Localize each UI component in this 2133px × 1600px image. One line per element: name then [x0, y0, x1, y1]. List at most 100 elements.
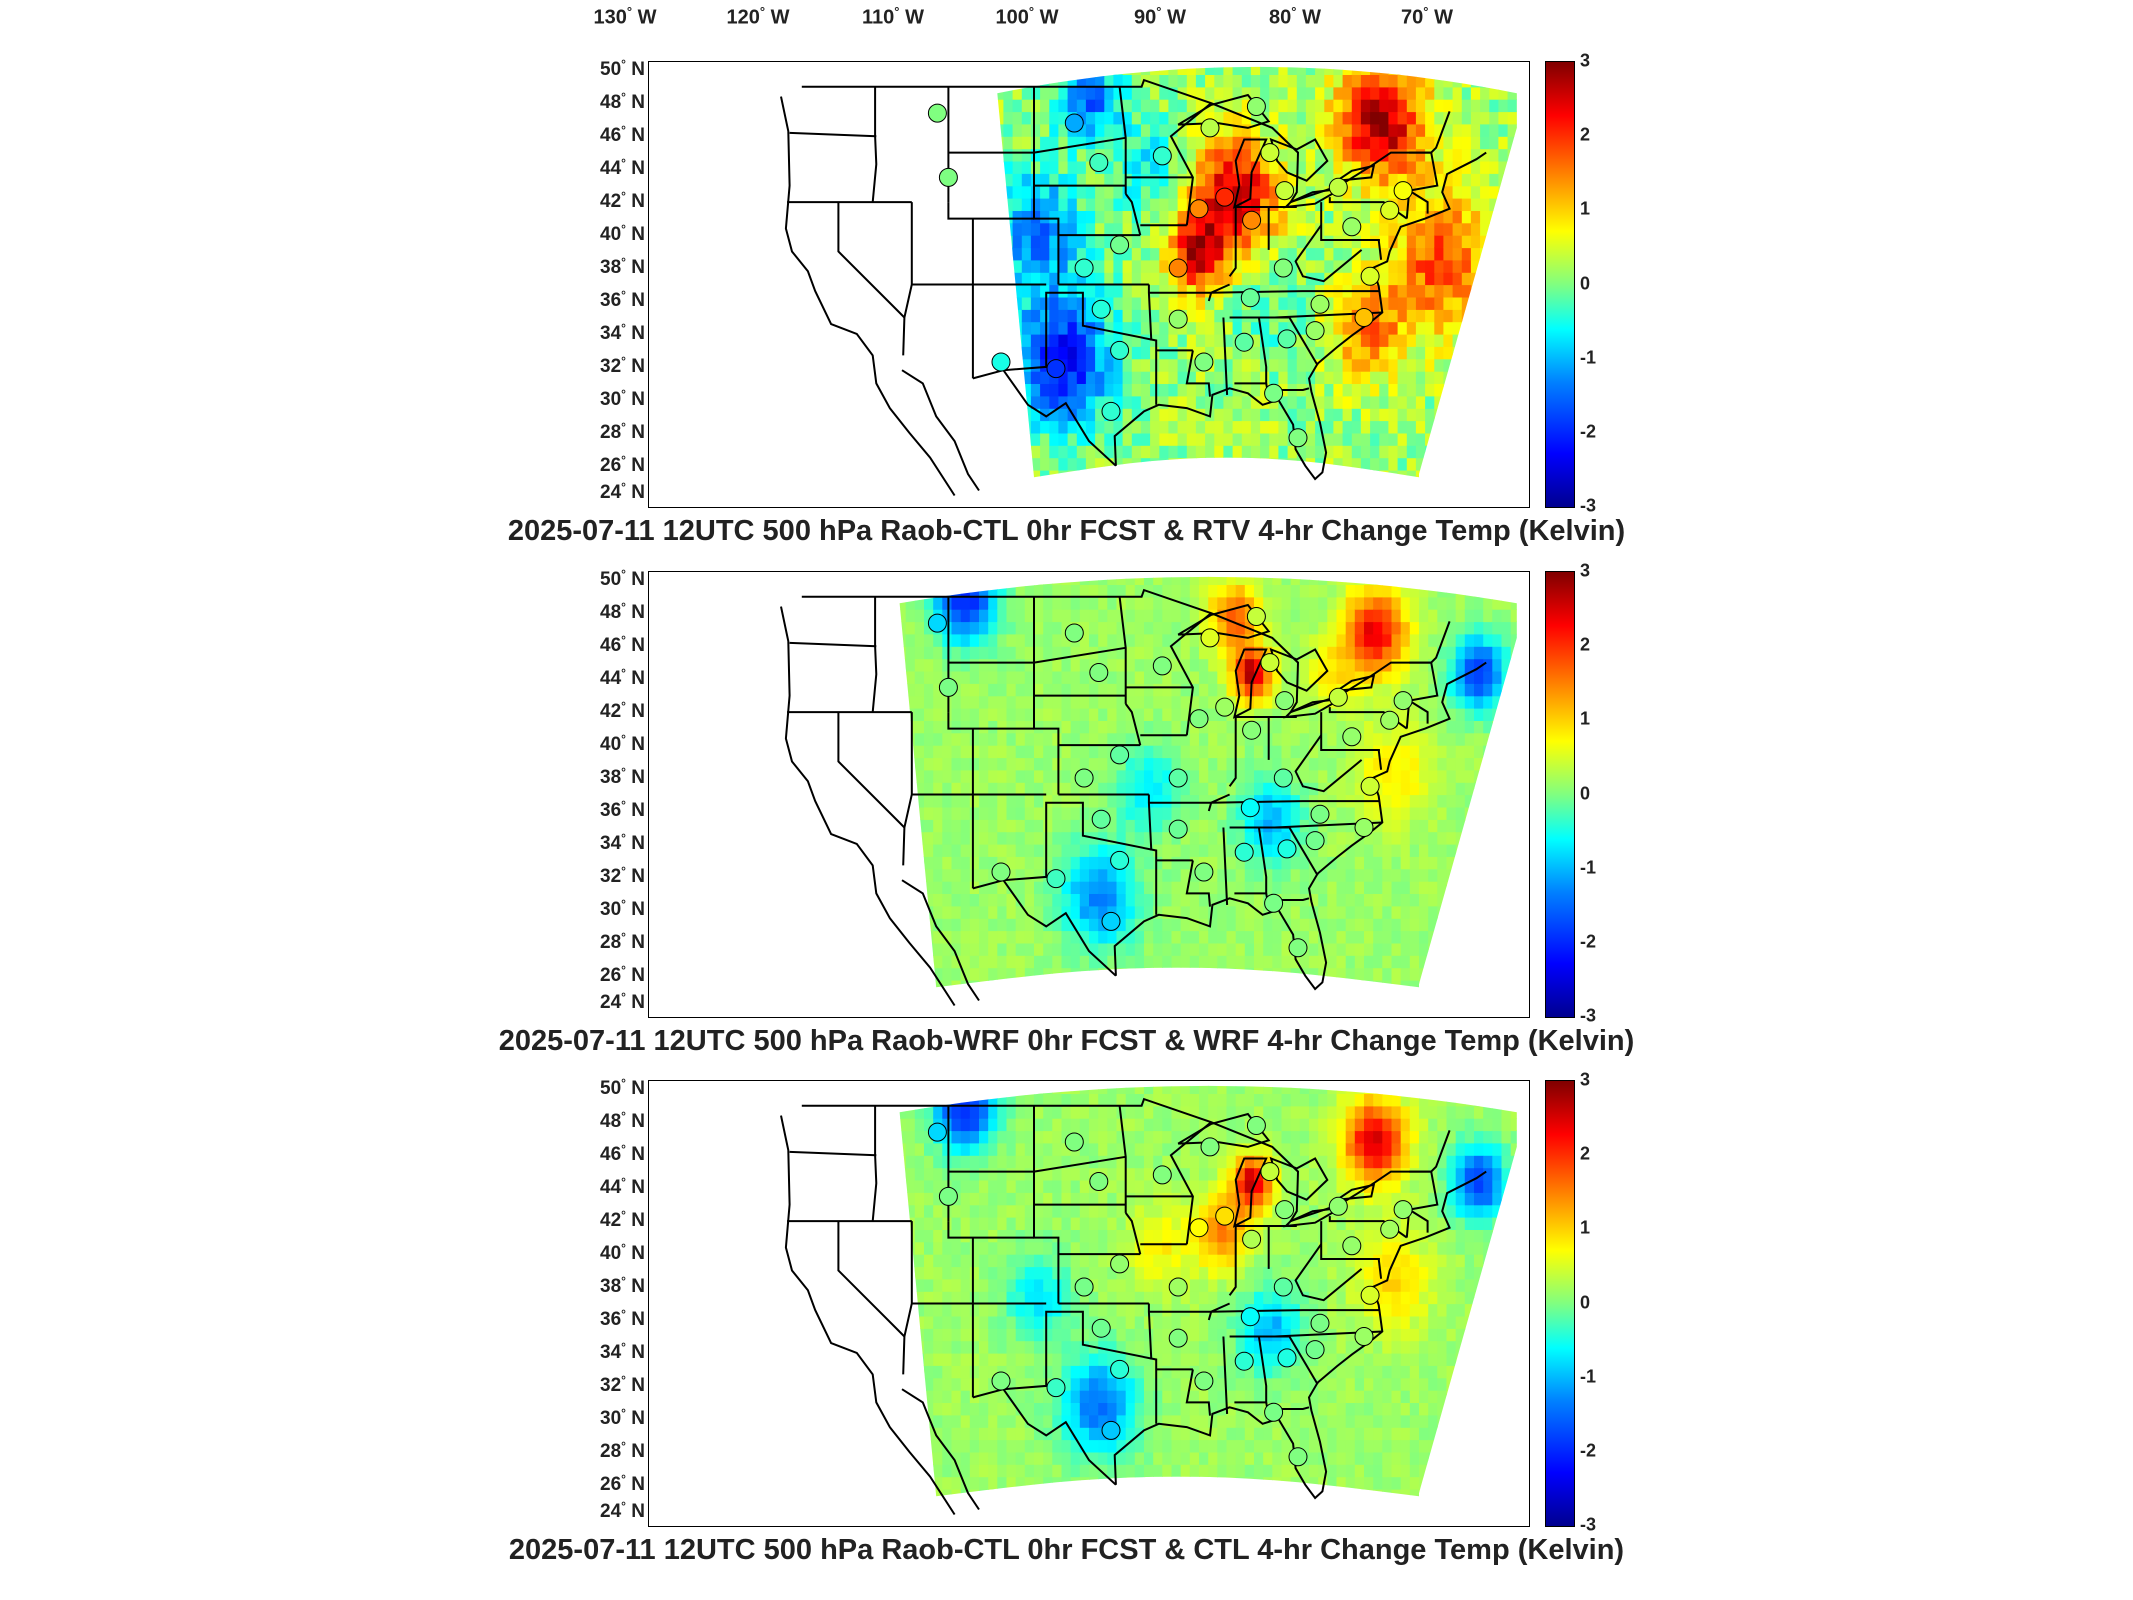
raob-station-marker	[1273, 768, 1293, 788]
raob-station-marker	[1215, 697, 1235, 717]
lat-tick-label: 28° N	[600, 929, 645, 953]
lon-tick-label: 90° W	[1134, 4, 1186, 29]
latitude-axis: 50° N 48° N 46° N 44° N 42° N 40° N 38° N 36° N…	[575, 1064, 645, 1576]
lat-tick-label: 48° N	[600, 600, 645, 624]
raob-station-marker	[1246, 607, 1266, 626]
raob-station-marker	[927, 613, 947, 633]
boundary-line	[1294, 1243, 1363, 1302]
raob-station-marker	[1089, 663, 1109, 682]
boundary-line	[1113, 1170, 1487, 1500]
canada-border	[801, 588, 1432, 714]
lat-tick-label: 44° N	[600, 1174, 645, 1199]
map-panel-3: 50° N 48° N 46° N 44° N 42° N 40° N 38° N 36° N…	[0, 1064, 2133, 1576]
raob-station-marker	[991, 862, 1011, 882]
great-lake-outline	[1269, 647, 1329, 692]
raob-station-marker	[1074, 768, 1094, 788]
raob-station-marker	[1260, 653, 1280, 673]
lat-tick-label: 48° N	[600, 90, 645, 114]
raob-station-marker	[1277, 329, 1297, 349]
raob-station-marker	[991, 1371, 1011, 1391]
boundary-line	[1222, 827, 1229, 905]
boundary-line	[1274, 316, 1319, 366]
colorbar-tick-label: 3	[1580, 50, 1591, 71]
raob-station-marker	[1110, 340, 1130, 360]
boundary-line	[1124, 1212, 1142, 1255]
raob-station-marker	[1277, 1348, 1297, 1368]
longitude-axis: 130° W 120° W 110° W 100° W 90° W 80° W 70° W	[0, 4, 2133, 34]
raob-station-marker	[1240, 798, 1260, 818]
boundary-line	[871, 1105, 878, 1222]
lon-tick-label: 130° W	[593, 4, 657, 29]
boundary-line	[1002, 369, 1117, 467]
colorbar	[1545, 61, 1575, 508]
colorbar-tick-label: 2	[1580, 1143, 1591, 1164]
lat-tick-label: 32° N	[600, 353, 645, 378]
raob-station-marker	[1110, 1359, 1130, 1379]
boundary-line	[1207, 1311, 1213, 1321]
raob-station-marker	[1246, 97, 1266, 116]
boundary-line	[837, 1221, 906, 1338]
boundary-line	[1118, 1105, 1127, 1213]
lat-tick-label: 26° N	[600, 962, 645, 986]
temperature-change-map	[648, 61, 1530, 508]
raob-station-marker	[1046, 1378, 1066, 1398]
raob-station-marker	[1101, 1420, 1121, 1440]
great-lake-outline	[1232, 1157, 1268, 1228]
lat-tick-label: 38° N	[600, 254, 645, 279]
raob-station-marker	[1200, 1137, 1220, 1157]
boundary-line	[1228, 717, 1237, 787]
lat-tick-label: 44° N	[600, 665, 645, 690]
boundary-line	[1185, 860, 1211, 907]
map-svg	[780, 1085, 1517, 1516]
boundary-line	[1185, 1369, 1211, 1416]
lat-tick-label: 50° N	[600, 57, 645, 81]
raob-station-marker	[938, 1186, 958, 1206]
boundary-line	[1430, 111, 1451, 154]
raob-station-marker	[1242, 720, 1262, 740]
boundary-line	[1033, 136, 1126, 154]
boundary-line	[1113, 661, 1487, 991]
colorbar-tick-label: -3	[1580, 1514, 1597, 1535]
raob-station-marker	[1260, 143, 1280, 163]
panel-title: 2025-07-11 12UTC 500 hPa Raob-CTL 0hr FC…	[508, 1534, 1625, 1566]
raob-station-marker	[1215, 187, 1235, 207]
lat-tick-label: 46° N	[600, 1141, 645, 1166]
boundary-line	[1185, 350, 1211, 397]
colorbar-tick-label: 3	[1580, 560, 1591, 581]
raob-station-marker	[1393, 181, 1413, 201]
raob-station-marker	[1305, 1340, 1325, 1360]
raob-station-marker	[1234, 1351, 1254, 1371]
boundary-line	[972, 801, 1158, 915]
colorbar-tick-label: -3	[1580, 1005, 1597, 1026]
raob-station-marker	[1046, 869, 1066, 889]
boundary-line	[901, 1388, 980, 1511]
boundary-line	[1294, 224, 1363, 283]
colorbar-tick-label: 2	[1580, 634, 1591, 655]
colorbar-tick-label: 0	[1580, 1292, 1591, 1312]
lat-tick-label: 32° N	[600, 863, 645, 888]
raob-station-marker	[1168, 258, 1188, 278]
lat-tick-label: 38° N	[600, 1273, 645, 1298]
raob-station-marker	[1242, 210, 1262, 230]
colorbar-tick-label: 1	[1580, 1217, 1591, 1238]
raob-station-marker	[1152, 656, 1172, 676]
boundary-line	[837, 712, 906, 829]
boundary-line	[972, 1310, 1158, 1424]
raob-station-marker	[1110, 1254, 1130, 1274]
lon-tick-label: 120° W	[726, 4, 790, 29]
raob-station-marker	[1152, 146, 1172, 166]
raob-station-marker	[1240, 1307, 1260, 1327]
boundary-line	[972, 291, 1158, 405]
raob-station-marker	[1305, 831, 1325, 851]
raob-station-marker	[1168, 819, 1188, 839]
raob-station-marker	[1168, 309, 1188, 329]
boundary-line	[901, 369, 980, 492]
lat-tick-label: 38° N	[600, 764, 645, 789]
colorbar-tick-label: 0	[1580, 783, 1591, 803]
great-lake-outline	[1232, 138, 1268, 209]
lat-tick-label: 24° N	[600, 479, 645, 503]
raob-station-marker	[1064, 623, 1084, 643]
raob-station-marker	[1064, 113, 1084, 133]
raob-station-marker	[1273, 258, 1293, 278]
raob-station-marker	[1260, 1162, 1280, 1182]
